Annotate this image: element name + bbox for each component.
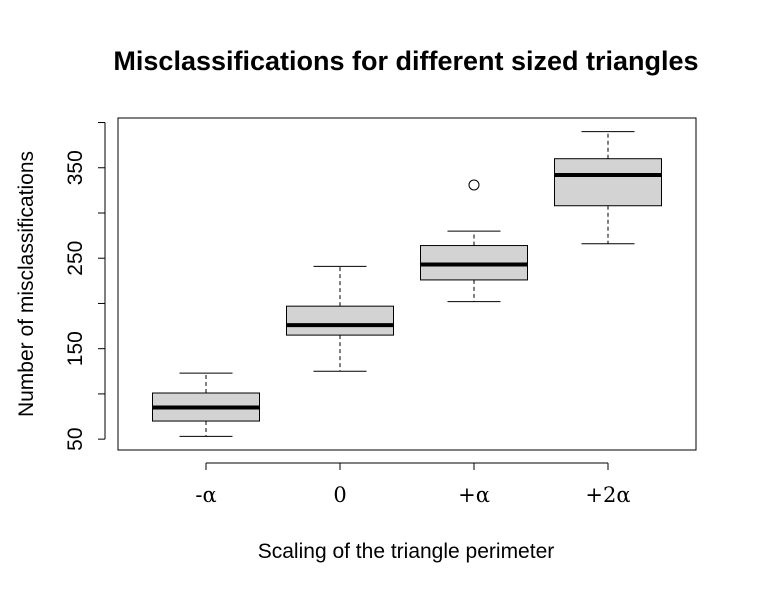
x-tick-label: +2α bbox=[585, 483, 630, 507]
plot-frame bbox=[117, 117, 697, 451]
box-2 bbox=[286, 265, 394, 372]
x-tick-label: 0 bbox=[333, 483, 346, 507]
y-tick-label: 250 bbox=[64, 241, 87, 276]
x-axis-label: Scaling of the triangle perimeter bbox=[258, 540, 555, 563]
y-tick-label: 150 bbox=[64, 331, 87, 366]
x-tick-label: -α bbox=[195, 483, 216, 507]
box-1 bbox=[152, 372, 260, 437]
x-tick-label: +α bbox=[458, 483, 490, 507]
box-4 bbox=[554, 131, 662, 245]
boxes-group bbox=[152, 131, 662, 437]
iqr-box bbox=[286, 305, 394, 336]
y-axis: 50 150 250 350 bbox=[64, 122, 106, 451]
x-axis: -α 0 +α +2α bbox=[195, 462, 631, 507]
iqr-box bbox=[554, 158, 662, 207]
y-axis-label: Number of misclassifications bbox=[15, 151, 38, 417]
outlier-point bbox=[468, 179, 480, 191]
box-3 bbox=[420, 179, 528, 303]
chart-title: Misclassifications for different sized t… bbox=[113, 46, 698, 76]
y-tick-label: 350 bbox=[64, 150, 87, 185]
y-tick-label: 50 bbox=[64, 427, 87, 450]
